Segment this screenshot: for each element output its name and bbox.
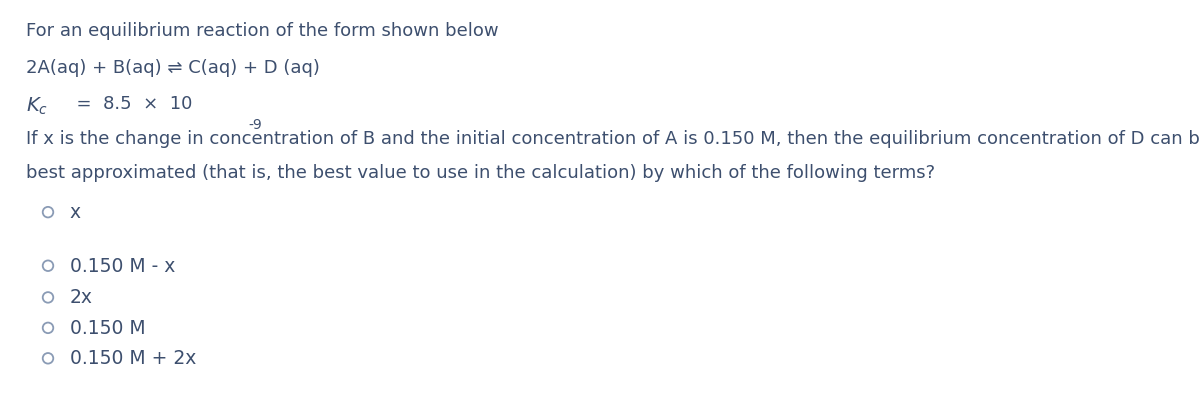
- Text: 0.150 M - x: 0.150 M - x: [70, 256, 175, 275]
- Text: -9: -9: [248, 117, 262, 131]
- Text: 0.150 M: 0.150 M: [70, 318, 145, 337]
- Text: 2A(aq) + B(aq) ⇌ C(aq) + D (aq): 2A(aq) + B(aq) ⇌ C(aq) + D (aq): [26, 59, 320, 77]
- Text: =  8.5  ×  10: = 8.5 × 10: [65, 95, 192, 113]
- Text: For an equilibrium reaction of the form shown below: For an equilibrium reaction of the form …: [26, 22, 499, 40]
- Text: 0.150 M + 2x: 0.150 M + 2x: [70, 348, 196, 367]
- Text: 2x: 2x: [70, 288, 92, 307]
- Text: $K_c$: $K_c$: [26, 95, 48, 116]
- Text: If x is the change in concentration of B and the initial concentration of A is 0: If x is the change in concentration of B…: [26, 130, 1200, 147]
- Text: best approximated (that is, the best value to use in the calculation) by which o: best approximated (that is, the best val…: [26, 164, 936, 182]
- Text: x: x: [70, 202, 80, 222]
